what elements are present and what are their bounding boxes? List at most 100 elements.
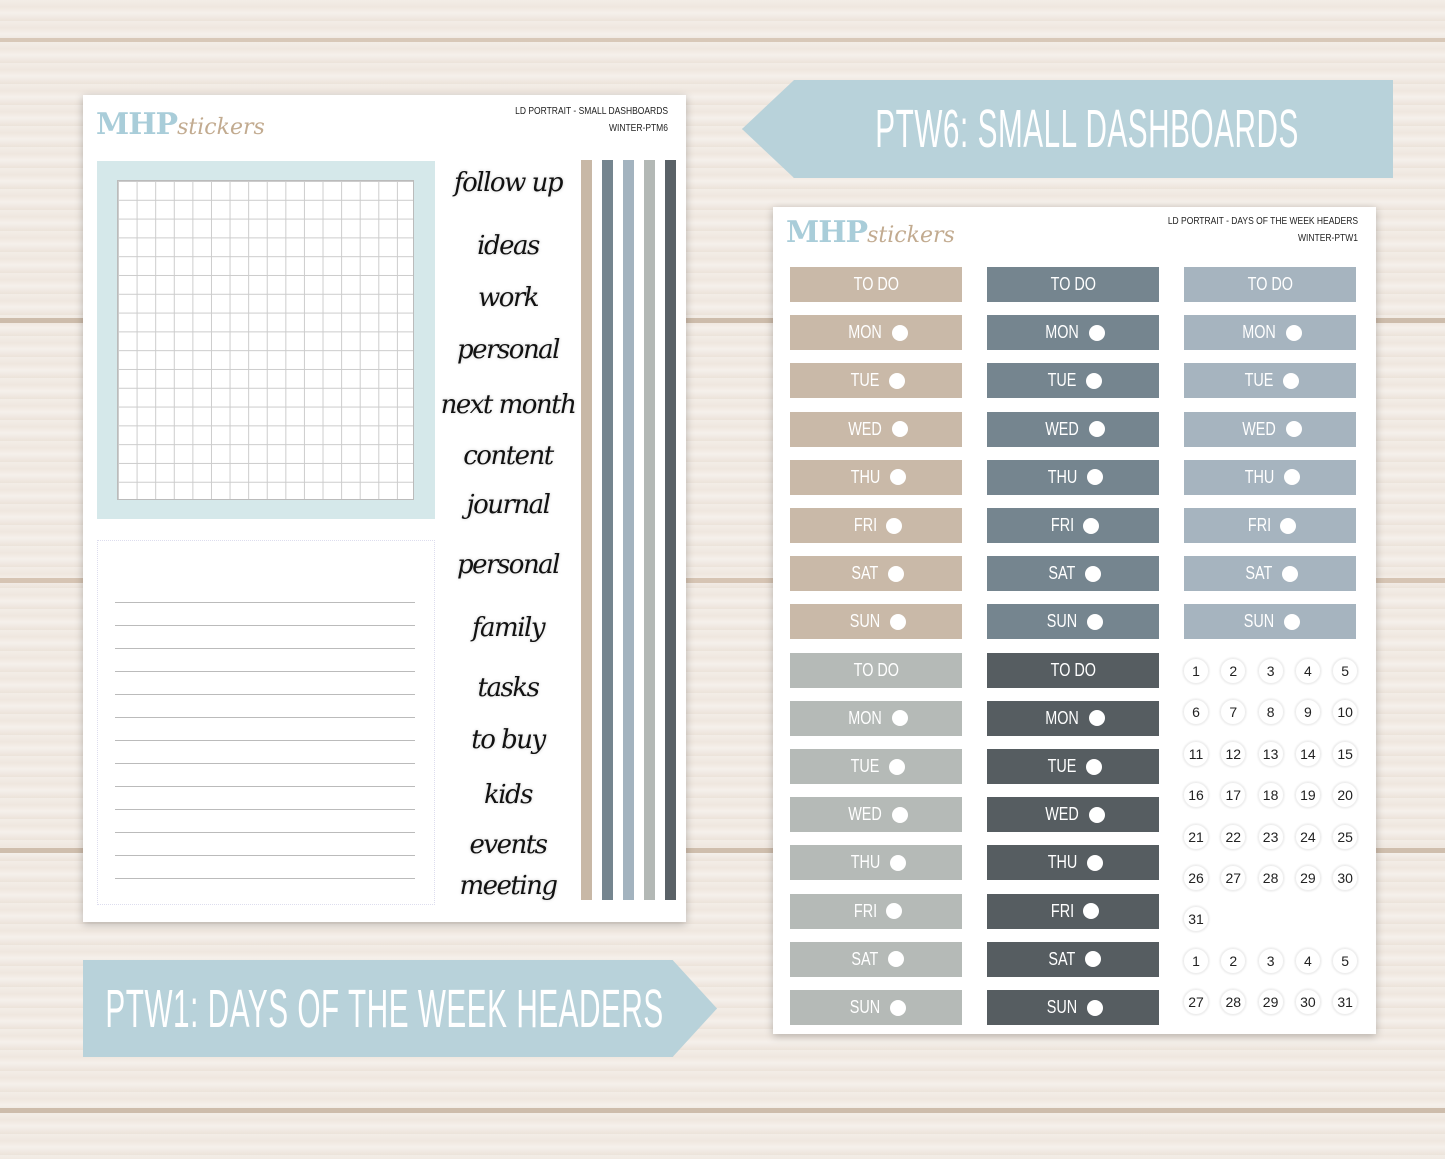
dot-icon <box>892 806 908 823</box>
word-sticker: tasks <box>477 673 540 703</box>
date-circle: 11 <box>1183 740 1209 767</box>
date-circle: 9 <box>1294 699 1321 726</box>
tab-label: TO DO <box>1247 274 1293 294</box>
dot-icon <box>1082 903 1099 920</box>
tab-label: TUE <box>850 756 880 776</box>
tab-label: WED <box>848 418 882 439</box>
word-sticker: personal <box>456 335 561 365</box>
day-header-tab: SUN <box>1184 604 1356 640</box>
date-circle: 23 <box>1257 823 1284 850</box>
dot-icon <box>1082 517 1099 534</box>
dot-icon <box>889 854 906 871</box>
tab-label: SAT <box>1245 563 1273 584</box>
banner-text: PTW1: DAYS OF THE WEEK HEADERS <box>105 978 665 1039</box>
tab-label: MON <box>1242 322 1276 343</box>
color-stripe <box>602 160 613 900</box>
date-circle: 27 <box>1220 865 1247 891</box>
date-circle: 1 <box>1183 658 1209 684</box>
tab-label: THU <box>850 466 880 487</box>
date-circle: 15 <box>1332 740 1359 767</box>
tab-label: TO DO <box>1050 659 1096 680</box>
tab-label: THU <box>1047 852 1077 873</box>
color-stripe <box>581 160 592 900</box>
date-circle: 13 <box>1257 740 1284 767</box>
color-stripe <box>644 160 655 900</box>
day-header-tab: MON <box>987 700 1159 736</box>
dot-icon <box>1089 324 1105 341</box>
date-circle: 4 <box>1294 947 1321 974</box>
dot-icon <box>892 421 908 438</box>
date-circle: 14 <box>1294 740 1321 767</box>
date-circle: 30 <box>1294 989 1321 1016</box>
tab-label: TUE <box>1047 370 1077 391</box>
word-sticker: family <box>471 613 546 643</box>
day-header-tab: THU <box>790 845 962 881</box>
dot-icon <box>1086 372 1102 389</box>
date-circle: 25 <box>1332 823 1359 850</box>
tab-label: FRI <box>853 515 877 535</box>
dot-icon <box>1084 951 1101 968</box>
dot-icon <box>890 613 906 630</box>
banner-ptw1: PTW1: DAYS OF THE WEEK HEADERS <box>83 960 717 1057</box>
dot-icon <box>889 372 905 389</box>
date-circle: 17 <box>1220 782 1247 809</box>
day-header-tab: TO DO <box>987 267 1159 302</box>
day-header-tab: TUE <box>987 749 1159 784</box>
dot-icon <box>1279 517 1296 534</box>
day-header-tab: SAT <box>987 941 1159 977</box>
dot-icon <box>1286 324 1302 341</box>
dot-icon <box>1286 421 1302 438</box>
date-circle: 31 <box>1183 906 1209 933</box>
day-header-tab: THU <box>987 845 1159 881</box>
day-header-tab: WED <box>987 411 1159 447</box>
day-header-tab: WED <box>790 797 962 833</box>
tab-label: TO DO <box>853 274 899 294</box>
day-header-tab: MON <box>1184 315 1356 351</box>
tab-label: SUN <box>849 997 881 1017</box>
date-circle: 3 <box>1257 947 1284 974</box>
day-header-tab: SUN <box>790 604 962 640</box>
day-header-tab: WED <box>1184 411 1356 447</box>
tab-label: SUN <box>1046 611 1078 632</box>
date-circle: 27 <box>1183 989 1209 1016</box>
dot-icon <box>1089 710 1105 727</box>
word-sticker: work <box>477 283 540 313</box>
dot-icon <box>887 565 904 582</box>
tab-label: WED <box>848 804 882 825</box>
dot-icon <box>1284 613 1300 630</box>
dot-icon <box>1086 469 1103 486</box>
day-header-tab: SUN <box>790 990 962 1025</box>
banner-ptw6: PTW6: SMALL DASHBOARDS <box>742 80 1393 178</box>
day-header-tab: THU <box>790 459 962 495</box>
word-sticker: ideas <box>477 231 540 261</box>
day-header-tab: WED <box>987 797 1159 833</box>
date-circle: 29 <box>1294 865 1321 891</box>
word-sticker: meeting <box>459 871 558 901</box>
date-circle: 2 <box>1220 947 1247 974</box>
dot-icon <box>890 999 906 1016</box>
tab-label: TO DO <box>853 659 899 680</box>
date-circle: 21 <box>1183 823 1209 850</box>
dot-icon <box>885 517 902 534</box>
tab-label: THU <box>1244 466 1274 487</box>
word-sticker: kids <box>483 780 534 810</box>
day-header-tab: FRI <box>790 893 962 929</box>
day-header-tab: SAT <box>1184 556 1356 592</box>
sheet-header: LD PORTRAIT - SMALL DASHBOARDS WINTER-PTM… <box>515 106 668 134</box>
day-header-tab: SAT <box>790 941 962 977</box>
date-circle: 1 <box>1183 947 1209 974</box>
tab-label: TUE <box>1047 756 1077 776</box>
day-header-tab: WED <box>790 411 962 447</box>
word-sticker: next month <box>440 390 577 420</box>
day-header-tab: FRI <box>987 508 1159 543</box>
dot-icon <box>885 903 902 920</box>
day-header-tab: TO DO <box>987 652 1159 688</box>
tab-label: SUN <box>1046 997 1078 1017</box>
dot-icon <box>889 758 905 775</box>
date-circle: 5 <box>1332 947 1359 974</box>
date-circle: 24 <box>1294 823 1321 850</box>
word-sticker: personal <box>456 550 561 580</box>
dot-icon <box>887 951 904 968</box>
tab-label: WED <box>1242 418 1276 439</box>
day-header-tab: TUE <box>987 363 1159 399</box>
